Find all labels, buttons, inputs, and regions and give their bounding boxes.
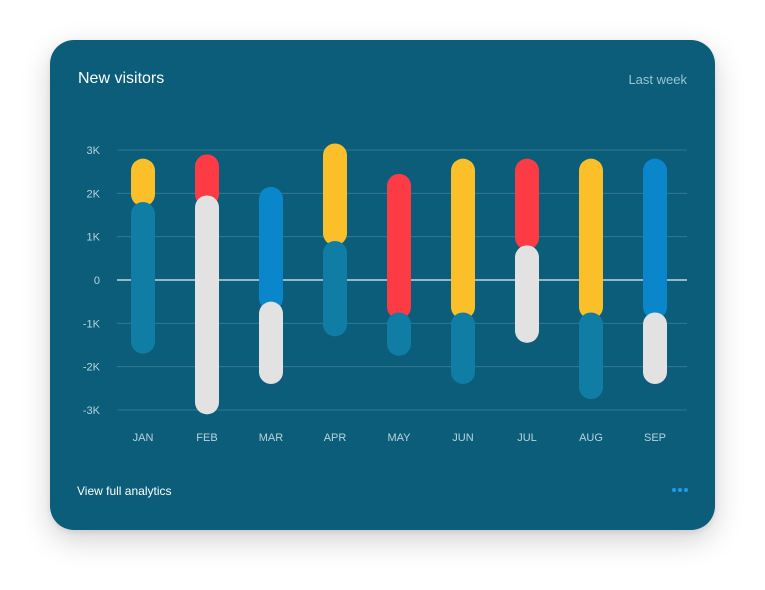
more-dot — [672, 488, 676, 492]
more-dot — [684, 488, 688, 492]
more-dot — [678, 488, 682, 492]
x-category-label: AUG — [579, 432, 603, 444]
x-category-label: SEP — [644, 432, 666, 444]
x-category-label: APR — [324, 432, 347, 444]
more-horizontal-icon[interactable] — [672, 481, 688, 499]
bar-bottom-segment — [195, 195, 219, 415]
bar-top-segment — [323, 143, 347, 246]
bar-bottom-segment — [579, 312, 603, 400]
bar-bottom-segment — [259, 301, 283, 384]
bar-top-segment — [643, 158, 667, 319]
x-category-label: FEB — [196, 432, 217, 444]
bar-top-segment — [195, 154, 219, 207]
bar-top-segment — [579, 158, 603, 319]
date-range-label[interactable]: Last week — [628, 72, 687, 87]
x-category-label: JAN — [133, 432, 154, 444]
bar-bottom-segment — [387, 312, 411, 356]
y-tick-label: -1K — [83, 318, 101, 330]
visitors-card: New visitors Last week 3K 2K 1K 0 -1K -2K -3K J… — [50, 40, 715, 530]
x-category-label: MAR — [259, 432, 284, 444]
bar-top-segment — [515, 158, 539, 250]
bar-bottom-segment — [323, 241, 347, 337]
x-category-label: JUN — [452, 432, 473, 444]
bar-bottom-segment — [643, 312, 667, 384]
y-tick-label: 3K — [87, 145, 101, 157]
card-title: New visitors — [78, 70, 165, 87]
y-tick-label: 0 — [94, 275, 100, 287]
bar-bottom-segment — [515, 245, 539, 343]
x-category-label: MAY — [387, 432, 411, 444]
bar-top-segment — [131, 158, 155, 207]
y-tick-label: 2K — [87, 188, 101, 200]
visitors-chart: 3K 2K 1K 0 -1K -2K -3K JAN FEB MAR APR MAY JUN JUL AUG… — [83, 143, 687, 444]
bar-bottom-segment — [131, 202, 155, 354]
bar-top-segment — [259, 186, 283, 311]
x-category-label: JUL — [517, 432, 537, 444]
bar-top-segment — [451, 158, 475, 319]
bar-top-segment — [387, 173, 411, 319]
y-tick-label: -3K — [83, 405, 101, 417]
bar-bottom-segment — [451, 312, 475, 384]
y-tick-label: -2K — [83, 362, 101, 374]
y-tick-label: 1K — [87, 232, 101, 244]
view-analytics-link[interactable]: View full analytics — [77, 484, 172, 498]
